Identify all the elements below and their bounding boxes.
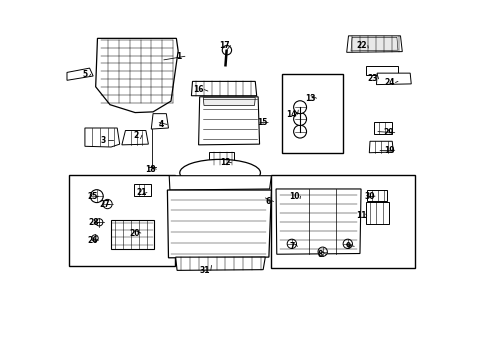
Text: 30: 30 (363, 192, 374, 201)
Text: 3: 3 (100, 136, 105, 145)
Circle shape (102, 199, 112, 209)
Text: 5: 5 (82, 70, 87, 79)
Polygon shape (368, 141, 392, 153)
Bar (271, 175, 414, 268)
Polygon shape (198, 97, 259, 145)
Text: 22: 22 (356, 41, 366, 50)
Text: 27: 27 (99, 200, 110, 209)
Polygon shape (111, 220, 154, 249)
Text: 4: 4 (158, 120, 163, 129)
Polygon shape (346, 36, 402, 52)
Circle shape (343, 239, 352, 248)
Ellipse shape (180, 159, 260, 186)
Bar (69, 175, 174, 266)
Polygon shape (167, 190, 271, 258)
Text: 15: 15 (257, 118, 267, 127)
Circle shape (293, 125, 306, 138)
Circle shape (293, 113, 306, 126)
Text: 10: 10 (289, 192, 299, 201)
Text: 18: 18 (145, 165, 156, 174)
Polygon shape (366, 66, 397, 75)
Text: 14: 14 (286, 110, 297, 119)
Text: 16: 16 (193, 85, 203, 94)
Circle shape (92, 235, 98, 241)
Polygon shape (365, 202, 388, 224)
Text: 13: 13 (305, 94, 315, 103)
Text: 17: 17 (219, 41, 230, 50)
Text: 11: 11 (355, 211, 366, 220)
Polygon shape (350, 37, 397, 51)
Polygon shape (276, 189, 360, 254)
Text: 21: 21 (136, 188, 146, 197)
Text: 26: 26 (87, 236, 98, 245)
Text: 23: 23 (367, 75, 377, 84)
Text: 20: 20 (130, 229, 140, 238)
Polygon shape (203, 98, 255, 105)
Polygon shape (175, 257, 265, 270)
Polygon shape (366, 190, 386, 201)
Polygon shape (208, 152, 234, 165)
Circle shape (317, 247, 326, 256)
Bar (282, 74, 343, 153)
Polygon shape (67, 68, 93, 80)
Polygon shape (151, 114, 168, 129)
Polygon shape (376, 73, 410, 85)
Circle shape (286, 239, 296, 248)
Polygon shape (373, 122, 391, 134)
Circle shape (293, 101, 306, 114)
Circle shape (96, 219, 102, 226)
Text: 12: 12 (220, 158, 231, 167)
Text: 6: 6 (264, 197, 270, 206)
Polygon shape (96, 39, 178, 113)
Text: 31: 31 (200, 266, 210, 275)
Circle shape (222, 45, 231, 55)
Polygon shape (191, 81, 256, 96)
Text: 9: 9 (345, 242, 350, 251)
Text: 1: 1 (176, 52, 182, 61)
Text: 7: 7 (288, 242, 294, 251)
Circle shape (90, 190, 103, 203)
Text: 28: 28 (88, 218, 99, 227)
Text: 29: 29 (383, 128, 393, 137)
Text: 24: 24 (384, 78, 394, 87)
Text: 2: 2 (133, 131, 139, 140)
Polygon shape (169, 176, 271, 190)
Text: 25: 25 (87, 192, 98, 201)
Text: 19: 19 (383, 146, 393, 155)
Polygon shape (85, 128, 120, 147)
Text: 8: 8 (317, 250, 323, 259)
Polygon shape (134, 184, 150, 196)
Polygon shape (122, 131, 148, 145)
